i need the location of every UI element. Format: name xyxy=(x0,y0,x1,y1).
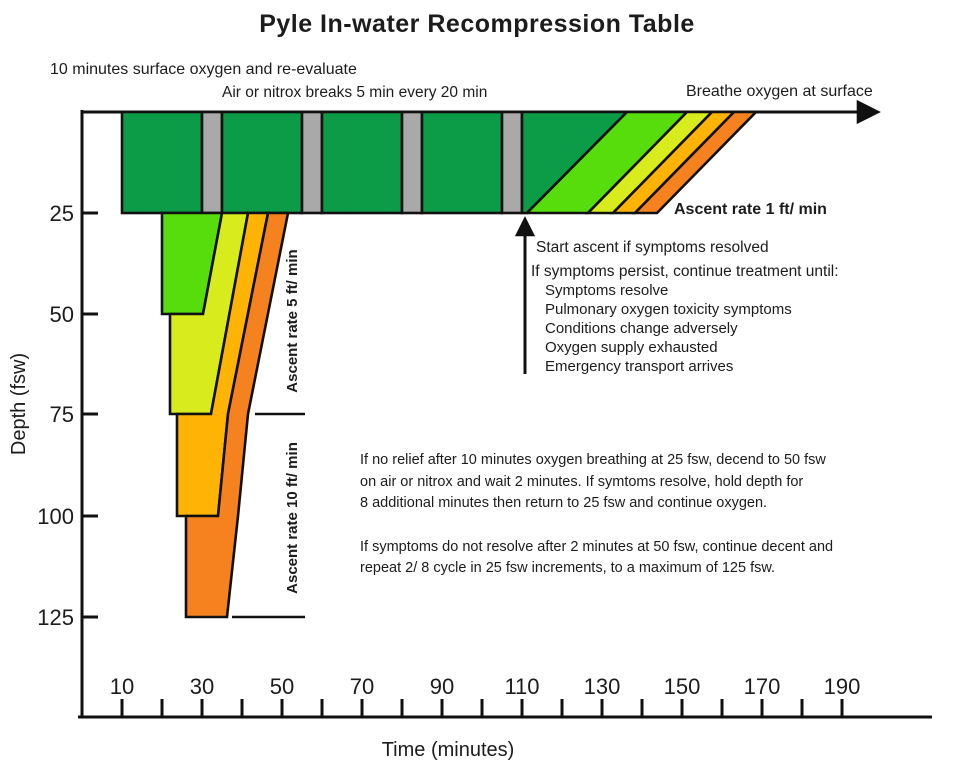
x-tick-label: 170 xyxy=(744,674,781,699)
start-ascent-note: Start ascent if symptoms resolved xyxy=(536,239,769,256)
y-axis-ticks xyxy=(82,211,98,619)
y-axis-label: Depth (fsw) xyxy=(8,353,30,455)
paragraph-line: If no relief after 10 minutes oxygen bre… xyxy=(360,452,826,468)
chart-title: Pyle In-water Recompression Table xyxy=(259,10,695,38)
oxygen-block xyxy=(120,110,204,215)
air-break-block xyxy=(300,110,324,215)
excursion-band-125fsw xyxy=(184,211,290,619)
ascent-rate-5-label: Ascent rate 5 ft/ min xyxy=(284,249,301,392)
breathe-oxygen-note: Breathe oxygen at surface xyxy=(686,83,873,100)
x-tick-label: 90 xyxy=(430,674,454,699)
y-tick-label: 75 xyxy=(50,402,74,427)
persist-item: Symptoms resolve xyxy=(545,282,668,299)
air-breaks-note: Air or nitrox breaks 5 min every 20 min xyxy=(222,84,487,101)
y-tick-label: 125 xyxy=(37,605,74,630)
persist-header: If symptoms persist, continue treatment … xyxy=(531,263,839,280)
oxygen-block xyxy=(320,110,404,215)
air-break-block xyxy=(400,110,424,215)
ascent-stripe-orange xyxy=(631,110,760,215)
oxygen-block xyxy=(220,110,304,215)
ascent-rate-1-label: Ascent rate 1 ft/ min xyxy=(674,201,827,218)
y-tick-label: 50 xyxy=(50,302,74,327)
x-axis-label: Time (minutes) xyxy=(382,739,515,761)
paragraph-line: If symptoms do not resolve after 2 minut… xyxy=(360,539,833,555)
persist-item: Conditions change adversely xyxy=(545,320,738,337)
excursion-bands xyxy=(160,211,290,619)
instructions-paragraph-1: If no relief after 10 minutes oxygen bre… xyxy=(360,452,826,511)
y-tick-label: 25 xyxy=(50,201,74,226)
right-arrow-icon xyxy=(856,99,881,125)
x-tick-label: 50 xyxy=(270,674,294,699)
oxygen-bar xyxy=(120,110,524,215)
up-arrow-icon xyxy=(514,216,536,237)
x-axis-tick-labels: 10 30 50 70 90 110 130 150 170 190 xyxy=(110,674,861,699)
y-axis-tick-labels: 25 50 75 100 125 xyxy=(37,201,74,630)
persist-item: Pulmonary oxygen toxicity symptoms xyxy=(545,301,792,318)
persist-list: Symptoms resolve Pulmonary oxygen toxici… xyxy=(545,282,792,375)
x-axis-ticks xyxy=(120,699,844,716)
air-break-block xyxy=(200,110,224,215)
x-tick-label: 30 xyxy=(190,674,214,699)
ascent-rate-10-label: Ascent rate 10 ft/ min xyxy=(284,442,301,594)
air-break-block xyxy=(500,110,524,215)
x-tick-label: 10 xyxy=(110,674,134,699)
oxygen-block xyxy=(420,110,504,215)
x-tick-label: 190 xyxy=(824,674,861,699)
paragraph-line: on air or nitrox and wait 2 minutes. If … xyxy=(360,474,803,490)
paragraph-line: repeat 2/ 8 cycle in 25 fsw increments, … xyxy=(360,560,775,576)
final-ascent-stripes xyxy=(520,110,760,215)
paragraph-line: 8 additional minutes then return to 25 f… xyxy=(360,495,767,511)
surface-oxygen-note: 10 minutes surface oxygen and re-evaluat… xyxy=(50,61,357,78)
y-tick-label: 100 xyxy=(37,504,74,529)
x-tick-label: 70 xyxy=(350,674,374,699)
instructions-paragraph-2: If symptoms do not resolve after 2 minut… xyxy=(360,539,833,576)
x-tick-label: 130 xyxy=(584,674,621,699)
persist-item: Emergency transport arrives xyxy=(545,358,733,375)
x-tick-label: 150 xyxy=(664,674,701,699)
x-tick-label: 110 xyxy=(504,674,539,699)
persist-item: Oxygen supply exhausted xyxy=(545,339,718,356)
